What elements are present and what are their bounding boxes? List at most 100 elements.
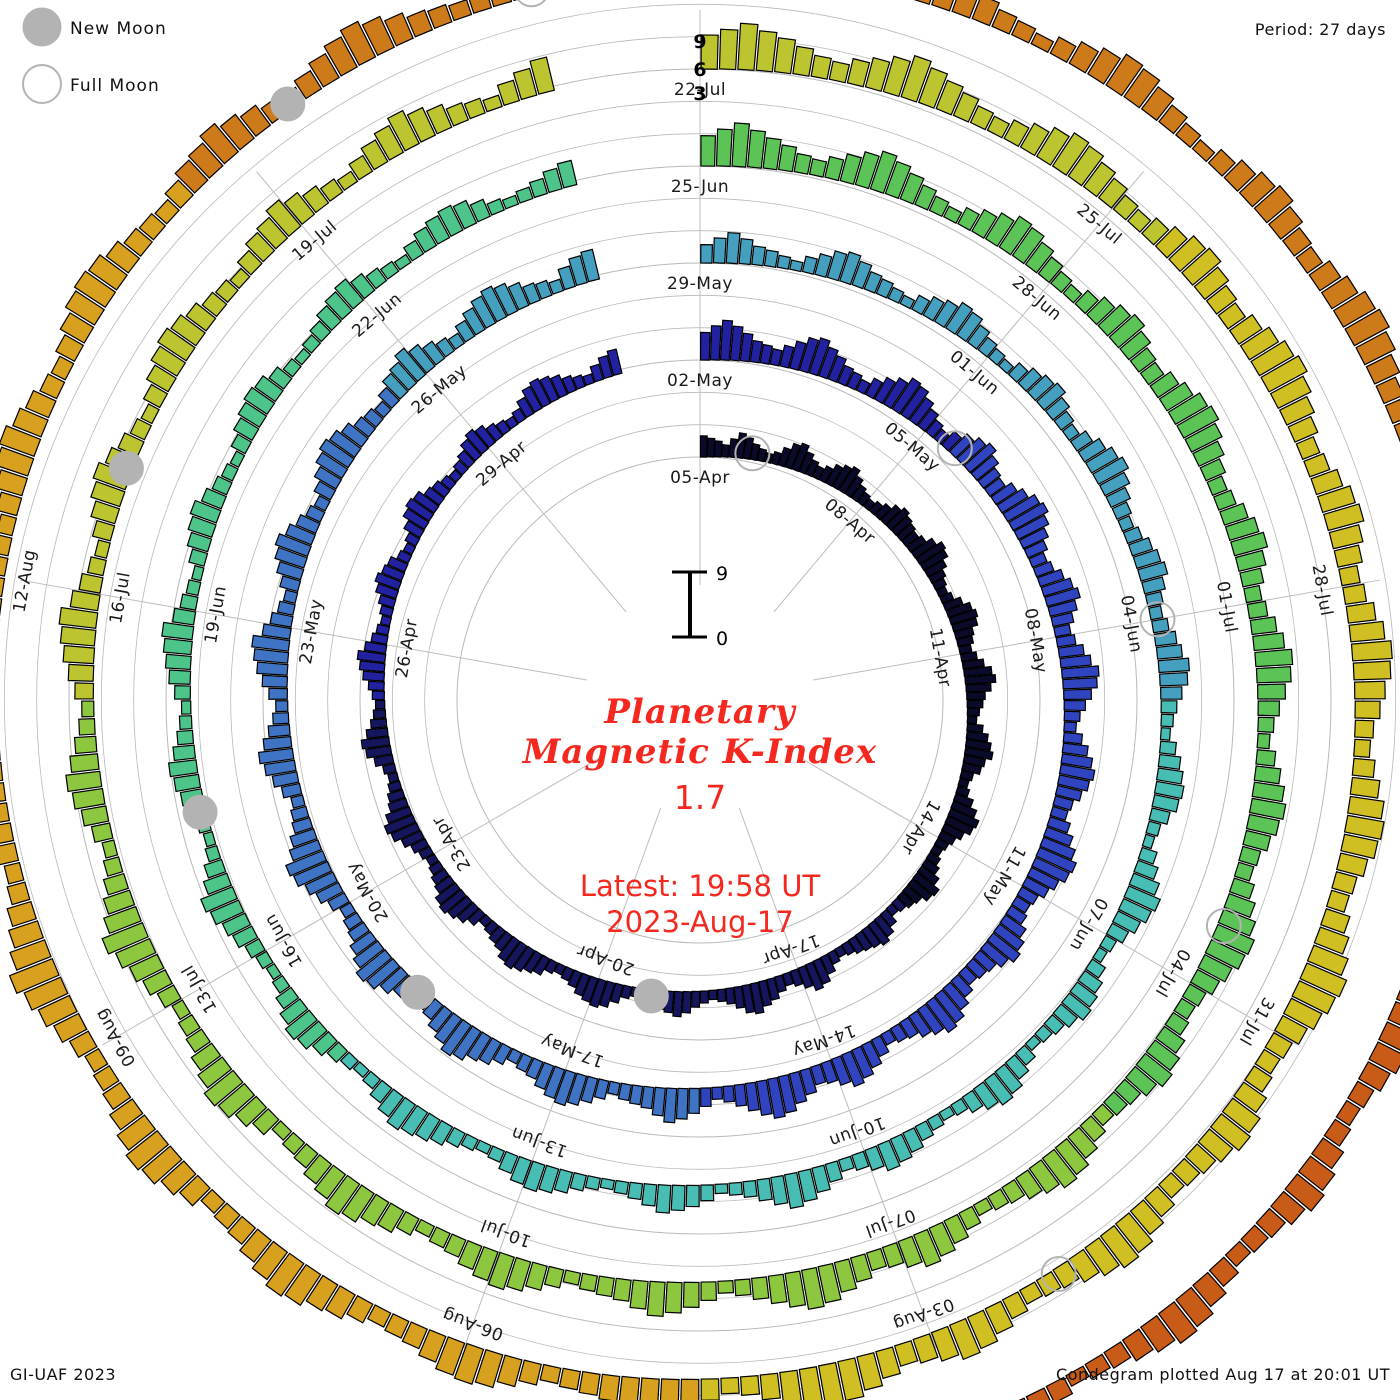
spiral-bar: [1206, 475, 1228, 497]
spiral-bar: [836, 364, 855, 387]
spiral-bar: [928, 195, 950, 218]
spiral-bar: [965, 682, 992, 693]
spiral-bar: [435, 336, 456, 358]
spiral-bar: [1393, 422, 1400, 443]
spiral-bar: [1061, 423, 1080, 442]
full-moon-icon: [22, 64, 62, 104]
spiral-bar: [518, 1359, 543, 1386]
spiral-bar: [383, 12, 414, 47]
spiral-bar: [236, 249, 263, 276]
spiral-bar: [896, 890, 915, 909]
spiral-bar: [893, 1339, 919, 1367]
spiral-bar: [440, 474, 457, 491]
spiral-bar: [884, 160, 912, 200]
spiral-bar: [640, 1085, 655, 1110]
spiral-bar: [908, 396, 935, 427]
spiral-bar: [62, 644, 96, 665]
scale-bar-top-label: 9: [716, 563, 728, 585]
spiral-bar: [275, 986, 300, 1010]
spiral-bar: [365, 727, 389, 739]
spiral-bar: [276, 600, 296, 616]
spiral-bar: [400, 1104, 429, 1137]
spiral-bar: [1217, 908, 1257, 937]
spiral-bar: [889, 1022, 908, 1044]
spiral-bar: [1010, 19, 1037, 44]
spiral-bar: [685, 1184, 700, 1208]
spiral-bar: [1044, 586, 1081, 608]
spiral-bar: [271, 1120, 293, 1142]
spiral-bar: [252, 648, 290, 664]
spiral-bar: [759, 343, 774, 365]
spiral-bar: [447, 332, 466, 351]
spiral-bar: [1310, 468, 1344, 496]
spiral-bar: [897, 1235, 923, 1269]
spiral-bar: [948, 1317, 981, 1361]
spiral-bar: [1084, 446, 1119, 474]
spiral-bar: [1234, 549, 1267, 572]
spiral-bar: [438, 888, 467, 915]
spiral-bar: [1140, 85, 1175, 122]
spiral-bar: [882, 55, 912, 98]
spiral-bar: [1171, 1157, 1201, 1187]
spiral-bar: [955, 311, 984, 343]
spiral-bar: [777, 144, 798, 173]
spiral-bar: [798, 336, 820, 374]
spiral-bar: [0, 446, 35, 477]
spiral-bar: [443, 1233, 467, 1258]
spiral-bar: [0, 781, 7, 802]
spiral-bar: [81, 700, 95, 718]
spiral-bar: [69, 589, 101, 612]
spiral-bar: [655, 1183, 672, 1214]
spiral-bar: [377, 594, 397, 609]
spiral-bar: [808, 337, 831, 377]
spiral-bar: [367, 680, 385, 691]
spiral-date-label: 05-Apr: [670, 468, 730, 488]
spiral-bar: [1128, 872, 1161, 896]
spiral-bar: [957, 206, 980, 232]
spiral-bar: [1248, 797, 1287, 821]
spiral-bar: [293, 69, 323, 100]
spiral-bar: [464, 428, 490, 455]
spiral-bar: [503, 940, 528, 970]
spiral-bar: [582, 373, 595, 387]
spiral-bar: [965, 957, 988, 980]
spiral-bar: [374, 582, 400, 600]
spiral-bar: [1328, 524, 1364, 550]
spiral-bar: [749, 981, 765, 1015]
spiral-bar: [895, 522, 917, 542]
spiral-bar: [365, 957, 401, 990]
spiral-bar: [295, 513, 321, 535]
scale-bar-bottom-label: 0: [716, 628, 728, 650]
spiral-bar: [1212, 489, 1237, 511]
spiral-bar: [741, 983, 756, 1014]
spiral-bar: [274, 533, 312, 558]
spiral-bar: [324, 291, 353, 321]
spiral-bar: [1041, 1148, 1078, 1189]
spiral-bar: [117, 432, 145, 457]
spiral-bar: [493, 930, 514, 952]
spiral-bar: [386, 1096, 417, 1131]
spiral-bar: [1137, 846, 1158, 865]
grid-spoke: [20, 579, 587, 681]
spiral-bar: [739, 1375, 761, 1396]
spiral-bar: [1141, 217, 1170, 246]
spiral-bar: [1024, 241, 1055, 274]
spiral-bar: [766, 1076, 786, 1120]
spiral-bar: [292, 860, 333, 888]
spiral-bar: [1013, 514, 1050, 541]
spiral-bar: [282, 589, 299, 605]
spiral-date-label: 13-Jun: [508, 1122, 570, 1161]
spiral-bar: [1086, 47, 1122, 85]
spiral-bar: [460, 1133, 479, 1152]
spiral-bar: [361, 1070, 382, 1090]
spiral-bar: [1123, 67, 1161, 109]
spiral-bar: [1160, 686, 1183, 700]
spiral-bar: [1239, 567, 1265, 588]
spiral-bar: [238, 1228, 273, 1263]
spiral-bar: [529, 56, 556, 95]
spiral-bar: [682, 1281, 700, 1308]
spiral-bar: [798, 451, 815, 475]
spiral-bar: [1049, 805, 1069, 822]
spiral-bar: [1061, 742, 1089, 757]
spiral-bar: [916, 865, 940, 886]
